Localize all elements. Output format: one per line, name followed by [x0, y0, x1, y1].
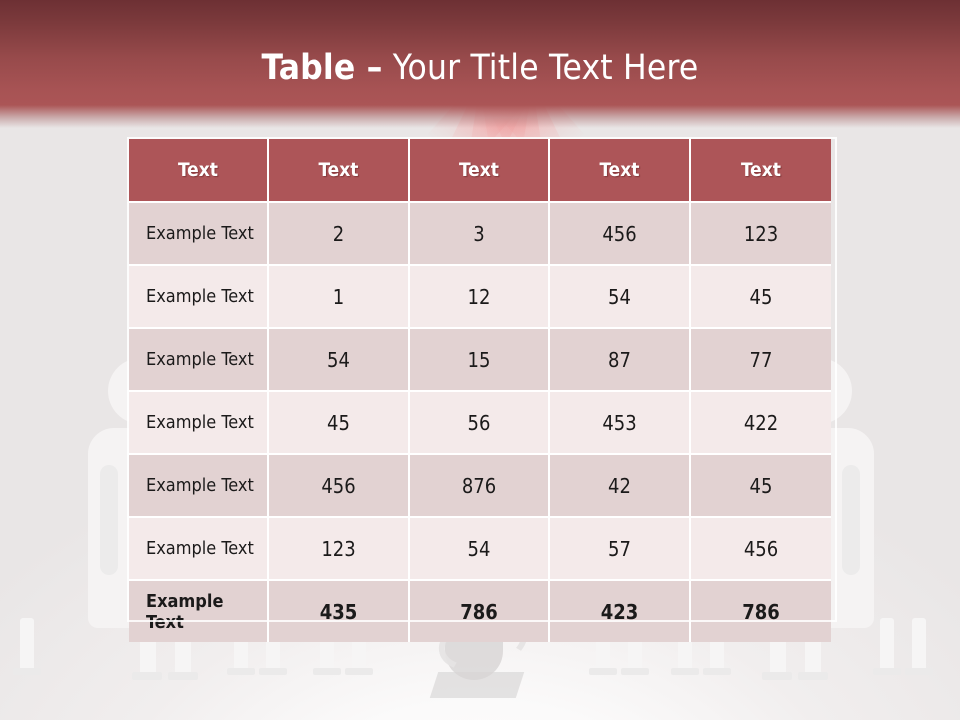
cell-value: 42: [550, 455, 691, 518]
cell-value: 77: [691, 329, 831, 392]
row-label: Example Text: [129, 266, 269, 329]
cell-value: 54: [550, 266, 691, 329]
cell-value: 87: [550, 329, 691, 392]
column-header-0[interactable]: Text: [129, 139, 269, 203]
cell-value: 876: [410, 455, 550, 518]
table-row[interactable]: Example Text 123 54 57 456: [129, 518, 831, 581]
row-label: Example Text: [129, 203, 269, 266]
table-row[interactable]: Example Text 1 12 54 45: [129, 266, 831, 329]
table-row[interactable]: Example Text 54 15 87 77: [129, 329, 831, 392]
data-table-container: Text Text Text Text Text Example Text 2 …: [129, 139, 831, 642]
table-body: Example Text 2 3 456 123 Example Text 1 …: [129, 203, 831, 642]
cell-value: 2: [269, 203, 410, 266]
cell-value: 786: [410, 581, 550, 642]
column-header-2[interactable]: Text: [410, 139, 550, 203]
cell-value: 123: [691, 203, 831, 266]
table-header-row: Text Text Text Text Text: [129, 139, 831, 203]
row-label: Example Text: [129, 455, 269, 518]
cell-value: 456: [269, 455, 410, 518]
cell-value: 3: [410, 203, 550, 266]
cell-value: 15: [410, 329, 550, 392]
cell-value: 45: [691, 266, 831, 329]
cell-value: 1: [269, 266, 410, 329]
table-row[interactable]: Example Text 456 876 42 45: [129, 455, 831, 518]
cell-value: 422: [691, 392, 831, 455]
cell-value: 54: [269, 329, 410, 392]
table-header: Text Text Text Text Text: [129, 139, 831, 203]
column-header-4[interactable]: Text: [691, 139, 831, 203]
cell-value: 456: [550, 203, 691, 266]
cell-value: 45: [691, 455, 831, 518]
title-banner: [0, 0, 960, 128]
cell-value: 435: [269, 581, 410, 642]
table-row-total[interactable]: Example Text 435 786 423 786: [129, 581, 831, 642]
page-title-strong: Table –: [261, 48, 383, 88]
cell-value: 453: [550, 392, 691, 455]
page-title: Table – Your Title Text Here: [0, 48, 960, 88]
row-label: Example Text: [129, 518, 269, 581]
page-title-rest: Your Title Text Here: [382, 48, 699, 88]
table-row[interactable]: Example Text 2 3 456 123: [129, 203, 831, 266]
row-label: Example Text: [129, 581, 269, 642]
cell-value: 54: [410, 518, 550, 581]
cell-value: 786: [691, 581, 831, 642]
cell-value: 56: [410, 392, 550, 455]
cell-value: 123: [269, 518, 410, 581]
cell-value: 456: [691, 518, 831, 581]
cell-value: 423: [550, 581, 691, 642]
table-row[interactable]: Example Text 45 56 453 422: [129, 392, 831, 455]
column-header-3[interactable]: Text: [550, 139, 691, 203]
cell-value: 45: [269, 392, 410, 455]
row-label: Example Text: [129, 329, 269, 392]
row-label: Example Text: [129, 392, 269, 455]
data-table: Text Text Text Text Text Example Text 2 …: [129, 139, 831, 642]
cell-value: 57: [550, 518, 691, 581]
column-header-1[interactable]: Text: [269, 139, 410, 203]
cell-value: 12: [410, 266, 550, 329]
